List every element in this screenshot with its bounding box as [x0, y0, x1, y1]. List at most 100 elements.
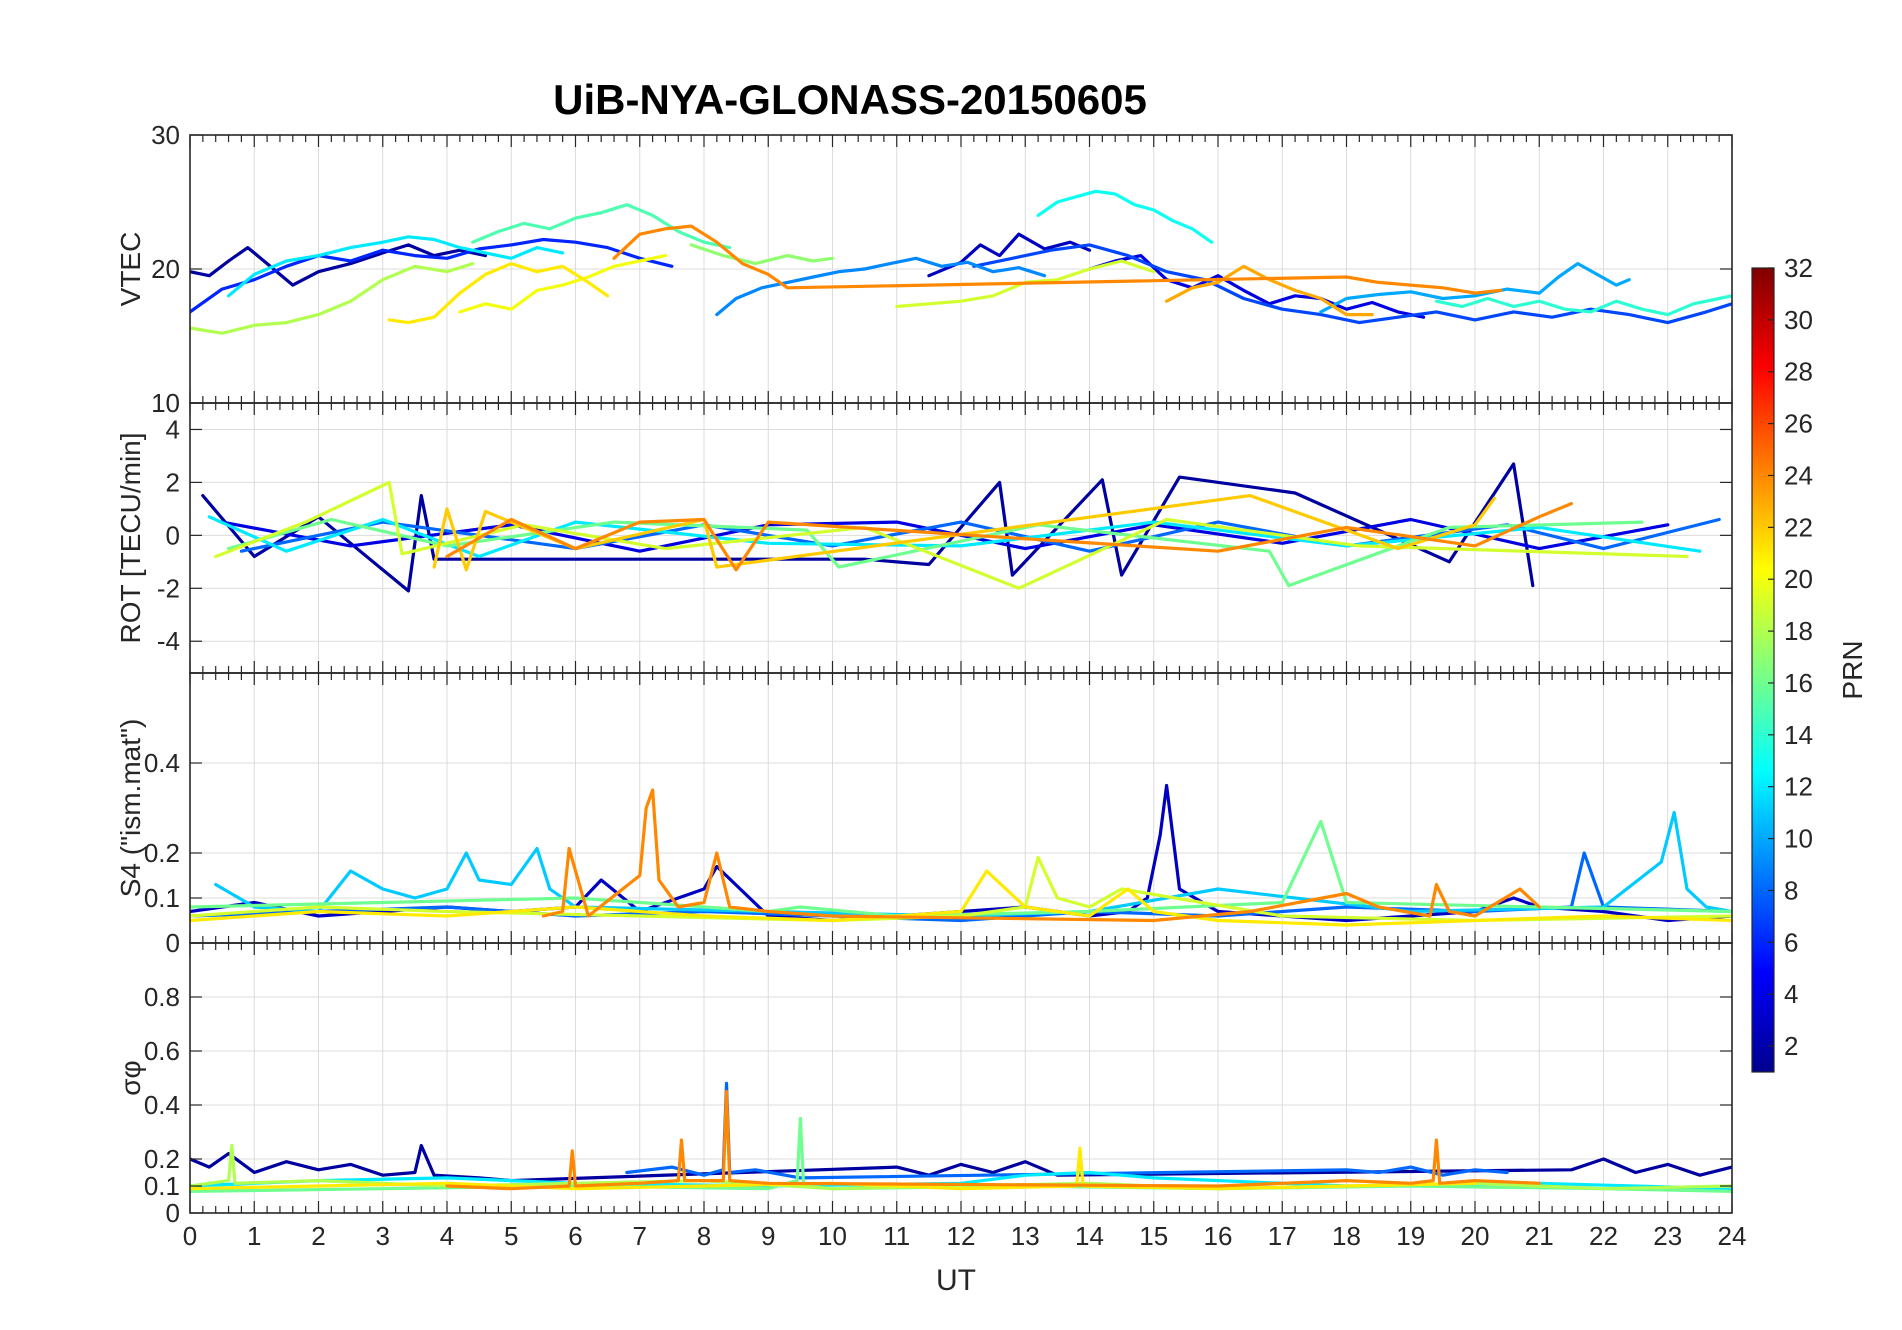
colorbar-tick-label: 14	[1784, 720, 1813, 750]
series-prn-24	[445, 502, 1573, 572]
y-axis-label: ROT [TECU/min]	[115, 432, 146, 643]
y-tick-label: -4	[157, 626, 180, 656]
colorbar-tick-label: 24	[1784, 460, 1813, 490]
series-prn-4	[1087, 254, 1426, 319]
colorbar-tick-label: 22	[1784, 512, 1813, 542]
colorbar-tick-label: 18	[1784, 616, 1813, 646]
x-tick-label: 10	[818, 1221, 847, 1251]
colorbar-tick-label: 16	[1784, 668, 1813, 698]
colorbar-tick-label: 32	[1784, 253, 1813, 283]
colorbar-tick-label: 20	[1784, 564, 1813, 594]
series-prn-24	[541, 788, 1541, 923]
y-tick-label: 0.8	[144, 982, 180, 1012]
series-prn-6	[190, 237, 674, 314]
series-prn-24	[445, 1089, 1541, 1191]
series-prn-9	[715, 256, 1047, 317]
y-tick-label: 0	[166, 928, 180, 958]
panel-vtec: 10 20 30 VTEC	[115, 120, 1733, 418]
colorbar-tick-label: 10	[1784, 824, 1813, 854]
y-tick-label: 0	[166, 520, 180, 550]
series-prn-15	[471, 203, 732, 250]
series-group	[190, 783, 1732, 927]
series-prn-21	[190, 869, 1732, 927]
colorbar-tick-label: 26	[1784, 409, 1813, 439]
y-tick-label: 2	[166, 467, 180, 497]
panel-rot: -4 -2 0 2 4 ROT [TECU/min]	[115, 402, 1733, 674]
axis-ticks	[189, 403, 1733, 673]
x-tick-label: 15	[1139, 1221, 1168, 1251]
x-tick-label: 4	[440, 1221, 454, 1251]
colorbar-tick-label: 30	[1784, 305, 1813, 335]
series-prn-8	[625, 1081, 1509, 1180]
series-prn-10	[1319, 262, 1631, 314]
y-tick-label: 10	[151, 388, 180, 418]
y-tick-label: 0.4	[144, 1090, 180, 1120]
y-axis-label: VTEC	[115, 232, 146, 307]
x-tick-label: 6	[568, 1221, 582, 1251]
series-prn-13	[1036, 189, 1214, 244]
y-tick-label: 4	[166, 414, 180, 444]
x-tick-label: 0	[183, 1221, 197, 1251]
series-prn-16	[227, 517, 1644, 588]
y-tick-label: 20	[151, 254, 180, 284]
y-tick-label: 0.2	[144, 1144, 180, 1174]
x-axis-label: UT	[936, 1264, 976, 1297]
series-prn-2	[201, 462, 1535, 593]
series-prn-24	[612, 224, 1503, 295]
colorbar-tick-label: 8	[1784, 875, 1798, 905]
x-tick-label: 17	[1268, 1221, 1297, 1251]
gridlines	[189, 134, 1733, 404]
series-prn-21	[387, 262, 610, 325]
gridlines	[189, 673, 1733, 944]
series-prn-19	[214, 480, 1689, 590]
series-prn-14	[1434, 294, 1732, 317]
x-tick-label: 18	[1332, 1221, 1361, 1251]
colorbar-tick-label: 28	[1784, 357, 1813, 387]
x-tick-label: 16	[1204, 1221, 1233, 1251]
y-tick-label: 0.4	[144, 748, 180, 778]
series-prn-3	[927, 232, 1092, 278]
x-tick-label: 11	[883, 1221, 910, 1251]
x-tick-label: 2	[311, 1221, 325, 1251]
x-tick-label: 12	[947, 1221, 976, 1251]
x-tick-label: 19	[1396, 1221, 1425, 1251]
series-prn-17	[689, 243, 835, 266]
x-tick-label: 3	[376, 1221, 390, 1251]
colorbar-tick-label: 12	[1784, 772, 1813, 802]
y-tick-label: 0.1	[144, 883, 180, 913]
x-tick-label: 23	[1653, 1221, 1682, 1251]
colorbar-tick-label: 6	[1784, 927, 1798, 957]
colorbar-label: PRN	[1837, 640, 1868, 699]
colorbar-tick-label: 4	[1784, 979, 1798, 1009]
y-tick-label: 0.2	[144, 838, 180, 868]
series-prn-21	[190, 1146, 1477, 1191]
x-tick-label: 5	[504, 1221, 518, 1251]
x-tick-label: 20	[1461, 1221, 1490, 1251]
series-group	[190, 189, 1732, 335]
x-tick-label: 7	[633, 1221, 647, 1251]
x-tick-label: 9	[761, 1221, 775, 1251]
y-axis-label: σφ	[115, 1060, 146, 1095]
panel-sigma: 00.10.2 0.4 0.6 0.8 σφ	[115, 942, 1733, 1228]
series-prn-12	[227, 235, 565, 298]
x-tick-label: 14	[1075, 1221, 1104, 1251]
chart-title: UiB-NYA-GLONASS-20150605	[553, 76, 1147, 123]
colorbar-tick-label: 2	[1784, 1031, 1798, 1061]
y-axis-label: S4 ("ism.mat")	[115, 719, 146, 898]
panel-s4: 0 0.1 0.2 0.4S4 ("ism.mat")	[115, 672, 1733, 958]
x-tick-label: 24	[1718, 1221, 1747, 1251]
axis-ticks	[189, 673, 1733, 944]
x-tick-label: 21	[1525, 1221, 1554, 1251]
series-group	[201, 462, 1721, 593]
x-tick-label: 13	[1011, 1221, 1040, 1251]
axis-ticks	[189, 134, 1733, 404]
series-prn-20	[458, 254, 668, 314]
y-tick-label: 30	[151, 120, 180, 150]
x-tick-label: 22	[1589, 1221, 1618, 1251]
y-tick-label: 0	[166, 1198, 180, 1228]
series-prn-16	[190, 819, 1732, 918]
series-prn-2	[190, 243, 488, 287]
